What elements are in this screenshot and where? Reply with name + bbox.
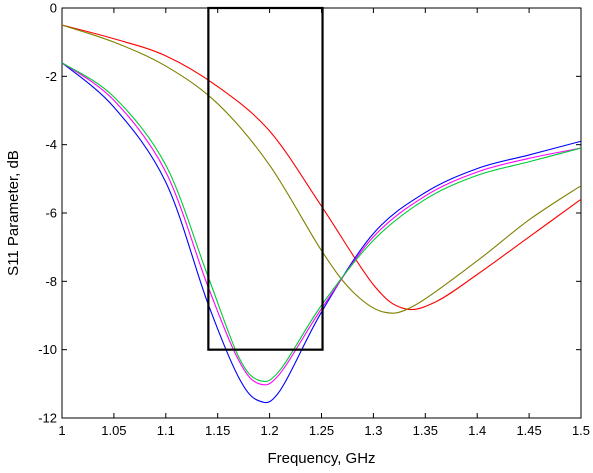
x-tick-label: 1.15 <box>205 423 230 438</box>
series-line-4 <box>61 62 582 386</box>
annotation-rectangle <box>207 6 324 351</box>
x-tick-label: 1.3 <box>364 423 382 438</box>
y-tick-label: -10 <box>38 342 57 357</box>
y-tick-label: 0 <box>50 1 57 16</box>
x-tick-label: 1.35 <box>413 423 438 438</box>
x-tick-label: 1.45 <box>516 423 541 438</box>
y-axis-ticks: 0 -2 -4 -6 -8 -10 -12 <box>38 1 581 426</box>
series-layer <box>61 24 582 404</box>
x-tick-label: 1.1 <box>157 423 175 438</box>
y-tick-label: -2 <box>45 69 57 84</box>
x-axis-label: Frequency, GHz <box>267 450 375 467</box>
y-axis-label: S11 Parameter, dB <box>5 150 22 276</box>
y-tick-label: -6 <box>45 206 57 221</box>
y-tick-label: -4 <box>45 137 57 152</box>
series-line-1 <box>61 24 582 311</box>
y-tick-label: -8 <box>45 274 57 289</box>
annotation-layer <box>207 6 324 351</box>
series-line-2 <box>61 24 582 314</box>
x-tick-label: 1.2 <box>261 423 279 438</box>
x-tick-label: 1.4 <box>468 423 486 438</box>
x-tick-label: 1.25 <box>309 423 334 438</box>
y-tick-label: -12 <box>38 411 57 426</box>
x-tick-label: 1.5 <box>572 423 590 438</box>
x-tick-label: 1.05 <box>101 423 126 438</box>
plot-area: 1 1.05 1.1 1.15 1.2 1.25 1.3 1.35 1.4 1.45 1.5 0 -2… <box>38 1 590 439</box>
series-line-5 <box>61 62 582 383</box>
series-line-3 <box>61 62 582 404</box>
x-tick-label: 1 <box>58 423 65 438</box>
